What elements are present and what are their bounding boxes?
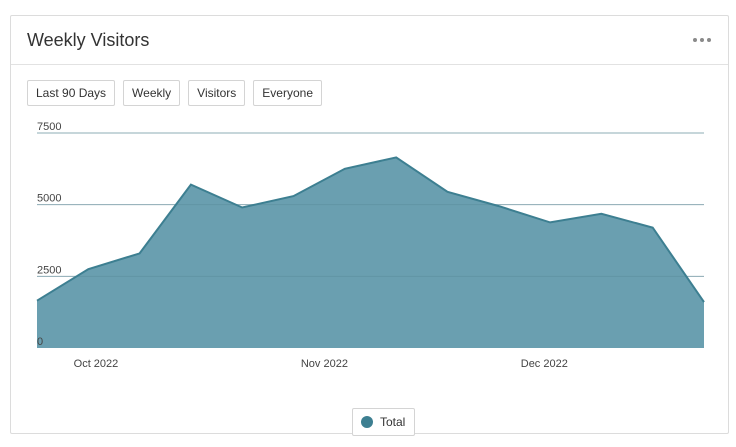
more-options-icon[interactable] [690,30,714,50]
y-tick-label: 2500 [37,264,61,276]
metric-filter-button[interactable]: Visitors [188,80,246,106]
segment-filter-button[interactable]: Everyone [253,80,322,106]
y-tick-label: 7500 [37,121,61,133]
interval-filter-button[interactable]: Weekly [123,80,181,106]
card-header: Weekly Visitors [11,16,728,65]
date-range-filter-button[interactable]: Last 90 Days [27,80,116,106]
series-line-total [36,156,705,303]
x-tick-label: Nov 2022 [301,358,348,370]
legend-swatch [361,416,373,428]
series-area-total [37,157,704,348]
y-tick-label: 5000 [37,193,61,205]
card-title: Weekly Visitors [27,30,150,50]
x-axis: Oct 2022 Nov 2022 Dec 2022 [74,358,568,370]
legend-label: Total [380,415,406,429]
x-tick-label: Oct 2022 [74,358,119,370]
y-axis: 0 2500 5000 7500 [37,121,61,348]
filter-bar: Last 90 Days Weekly Visitors Everyone [27,80,322,106]
x-tick-label: Dec 2022 [521,358,568,370]
legend-item-total[interactable]: Total [352,408,416,436]
y-tick-label: 0 [37,336,43,348]
